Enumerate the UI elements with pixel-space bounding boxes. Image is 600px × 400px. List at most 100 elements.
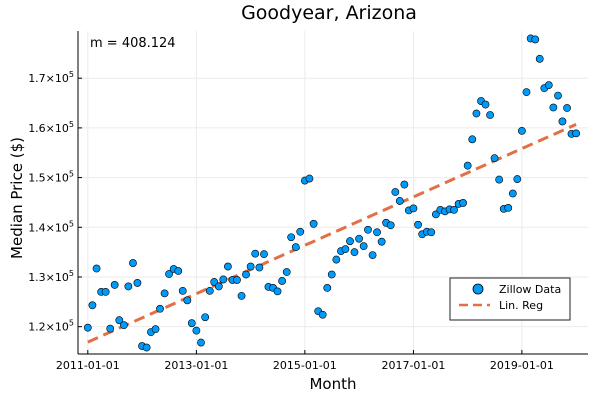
data-point xyxy=(142,343,151,352)
data-point xyxy=(260,250,268,259)
data-point xyxy=(522,88,531,97)
scatter-points-group xyxy=(83,34,581,352)
chart-title: Goodyear, Arizona xyxy=(241,2,417,24)
data-point xyxy=(174,267,183,275)
data-point xyxy=(88,301,97,310)
data-point xyxy=(558,117,567,126)
data-point xyxy=(197,338,205,347)
data-point xyxy=(110,281,119,289)
data-point xyxy=(124,282,133,291)
grid-lines xyxy=(78,31,588,354)
data-point xyxy=(255,263,264,272)
data-point xyxy=(409,204,418,213)
data-point xyxy=(291,243,300,252)
data-point xyxy=(531,35,540,44)
data-point xyxy=(414,220,422,229)
data-point xyxy=(251,249,260,258)
data-point xyxy=(305,174,314,183)
x-tick-label: 2019-01-01 xyxy=(490,359,554,372)
data-point xyxy=(554,91,562,100)
data-point xyxy=(391,188,400,196)
data-point xyxy=(332,255,341,264)
data-point xyxy=(504,204,513,212)
data-point xyxy=(517,126,526,135)
data-point xyxy=(468,135,477,144)
data-point xyxy=(246,262,255,271)
data-point xyxy=(377,237,386,246)
data-point xyxy=(178,286,187,295)
data-point xyxy=(219,275,228,284)
tick-labels: 2011-01-01 2013-01-01 2015-01-01 2017-01-01… xyxy=(28,70,554,372)
y-tick-label: 1.3×105 xyxy=(28,269,74,284)
data-point xyxy=(278,277,287,285)
data-point xyxy=(183,296,192,305)
data-point xyxy=(120,321,128,330)
data-point xyxy=(165,270,173,278)
data-point xyxy=(386,221,395,230)
data-point xyxy=(346,237,354,246)
data-point xyxy=(106,324,115,333)
data-point xyxy=(323,284,332,292)
data-point xyxy=(400,180,409,189)
data-point xyxy=(490,154,499,163)
data-point xyxy=(92,264,101,273)
data-point xyxy=(563,104,571,112)
data-point xyxy=(459,199,467,207)
data-point xyxy=(355,234,363,243)
data-point xyxy=(463,161,472,170)
data-point xyxy=(472,109,481,118)
data-point xyxy=(513,175,522,183)
data-point xyxy=(486,111,495,119)
data-point xyxy=(201,313,210,322)
data-point xyxy=(192,326,201,335)
data-point xyxy=(187,319,196,328)
legend-label-zillow-data: Zillow Data xyxy=(499,283,561,296)
data-point xyxy=(535,54,544,63)
y-tick-label: 1.2×105 xyxy=(28,319,74,334)
data-point xyxy=(160,289,169,298)
legend-marker-zillow-data xyxy=(472,283,484,295)
legend-label-lin-reg: Lin. Reg xyxy=(499,299,543,312)
data-point xyxy=(318,310,327,319)
data-point xyxy=(282,268,291,276)
slope-annotation: m = 408.124 xyxy=(90,36,176,51)
data-point xyxy=(237,291,246,300)
data-point xyxy=(495,175,504,184)
data-point xyxy=(273,287,282,296)
data-point xyxy=(83,323,92,332)
data-point xyxy=(341,245,350,254)
data-point xyxy=(133,279,142,287)
y-tick-label: 1.4×105 xyxy=(28,219,74,234)
data-point xyxy=(129,259,137,267)
y-tick-label: 1.7×105 xyxy=(28,70,74,85)
y-axis-label: Median Price ($) xyxy=(8,137,26,259)
data-point xyxy=(296,227,305,236)
data-point xyxy=(373,228,381,237)
x-axis-label: Month xyxy=(309,375,356,393)
legend: Zillow Data Lin. Reg xyxy=(449,277,571,321)
data-point xyxy=(223,262,232,271)
data-point xyxy=(287,233,296,242)
data-point xyxy=(572,129,581,138)
data-point xyxy=(364,225,372,234)
x-tick-label: 2013-01-01 xyxy=(164,359,228,372)
data-point xyxy=(115,316,124,325)
data-point xyxy=(214,282,223,291)
data-point xyxy=(481,100,490,109)
data-point xyxy=(309,219,318,228)
data-point xyxy=(233,276,241,284)
data-point xyxy=(450,205,458,214)
x-tick-label: 2011-01-01 xyxy=(56,359,120,372)
y-tick-label: 1.5×105 xyxy=(28,170,74,185)
data-point xyxy=(327,270,336,279)
data-point xyxy=(205,286,214,295)
data-point xyxy=(549,103,558,112)
axes xyxy=(77,31,588,355)
data-point xyxy=(427,228,436,237)
data-point xyxy=(544,81,553,90)
data-point xyxy=(508,189,517,198)
data-point xyxy=(350,248,359,257)
data-point xyxy=(368,251,377,260)
data-point xyxy=(395,197,404,205)
